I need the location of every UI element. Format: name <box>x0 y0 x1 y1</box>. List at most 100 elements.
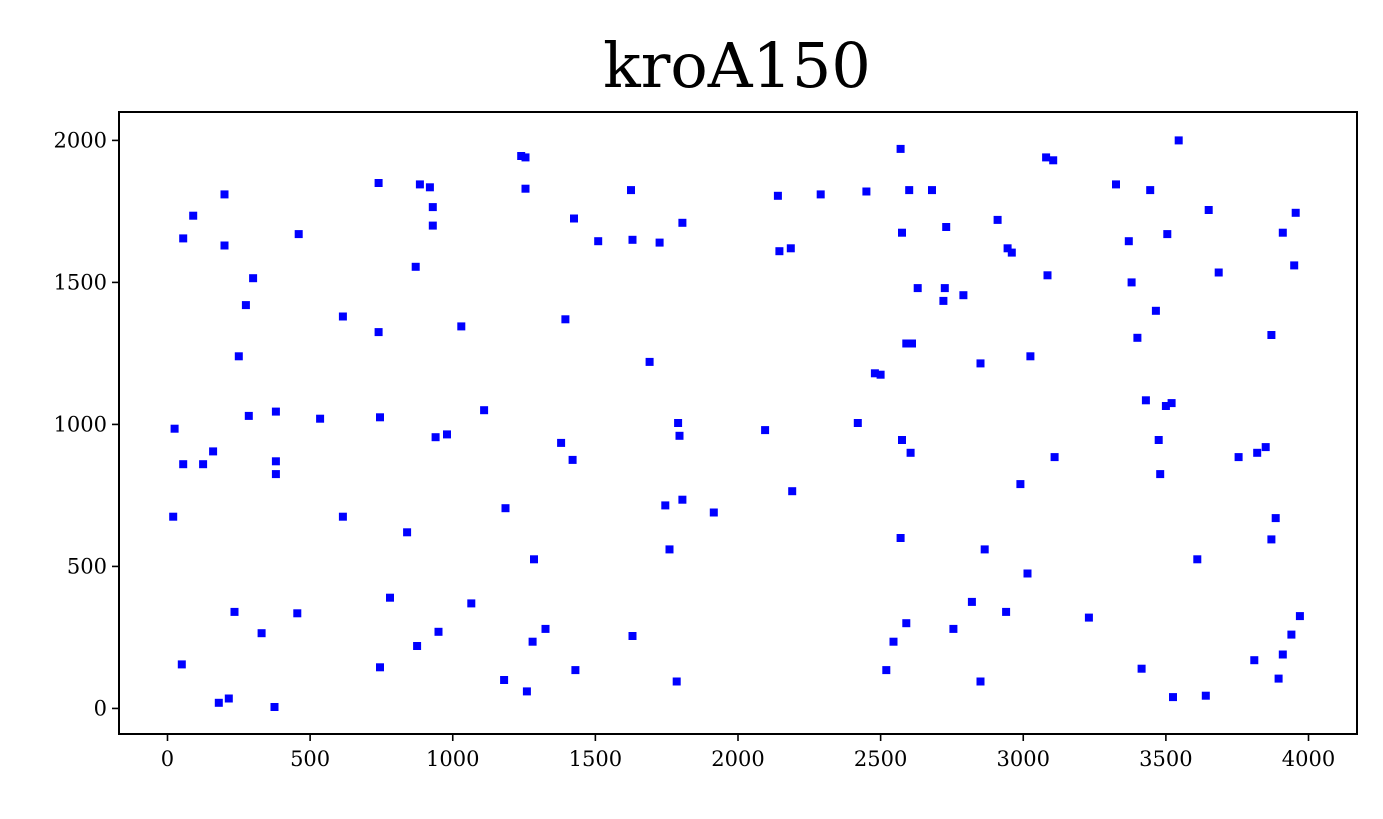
data-point <box>170 424 179 433</box>
data-point <box>431 433 440 442</box>
data-point <box>521 153 530 162</box>
data-point <box>500 676 509 684</box>
data-point <box>517 152 526 160</box>
data-point <box>1174 136 1183 145</box>
x-tick-label: 0 <box>161 747 174 771</box>
data-point <box>678 495 687 504</box>
data-point <box>241 301 250 310</box>
data-point <box>1295 612 1304 621</box>
data-point <box>541 624 550 633</box>
data-point <box>1146 186 1155 195</box>
data-point <box>1002 607 1011 616</box>
data-point <box>1154 436 1163 444</box>
data-point <box>570 214 578 223</box>
data-point <box>1214 268 1223 277</box>
y-tick-label: 500 <box>67 554 107 578</box>
data-point <box>443 430 451 439</box>
data-point <box>1151 306 1160 315</box>
data-point <box>374 328 383 337</box>
data-point <box>316 414 325 423</box>
data-point <box>199 460 208 469</box>
data-point <box>1261 443 1270 452</box>
y-axis: 0 500 1000 1500 2000 <box>54 128 119 720</box>
data-point <box>521 184 530 193</box>
data-point <box>1137 664 1146 673</box>
data-point <box>179 234 188 243</box>
data-point <box>374 179 383 187</box>
data-point <box>1201 691 1210 700</box>
data-point <box>1023 569 1032 578</box>
data-point <box>244 411 253 420</box>
data-point <box>905 186 914 195</box>
chart-title: kroA150 <box>603 29 871 102</box>
data-point <box>773 191 782 200</box>
data-point <box>411 262 420 271</box>
data-point <box>786 244 795 253</box>
data-point <box>876 370 885 379</box>
data-point <box>530 555 538 564</box>
data-point <box>1127 278 1136 287</box>
data-point <box>169 512 178 521</box>
data-point <box>655 238 664 247</box>
data-point <box>967 597 976 606</box>
data-point <box>1204 206 1213 214</box>
data-point <box>415 180 424 189</box>
data-point <box>234 352 243 361</box>
x-tick-label: 2500 <box>854 747 907 771</box>
data-point <box>908 339 916 348</box>
data-point <box>428 203 437 212</box>
data-point <box>386 593 394 602</box>
data-point <box>224 694 233 703</box>
data-points <box>169 136 1304 711</box>
data-point <box>665 545 674 554</box>
data-point <box>709 508 718 517</box>
data-point <box>628 632 637 640</box>
data-point <box>761 426 770 435</box>
data-point <box>1253 448 1262 457</box>
data-point <box>568 455 577 464</box>
data-point <box>293 609 302 618</box>
data-point <box>980 545 989 554</box>
data-point <box>1278 650 1287 659</box>
data-point <box>928 186 936 195</box>
x-tick-label: 500 <box>290 747 330 771</box>
data-point <box>1291 208 1300 217</box>
data-point <box>678 218 687 227</box>
data-point <box>271 407 280 416</box>
data-point <box>675 431 684 440</box>
data-point <box>1007 248 1016 257</box>
data-point <box>1112 180 1120 189</box>
data-point <box>882 666 891 675</box>
data-point <box>501 504 510 513</box>
data-point <box>628 235 637 244</box>
data-point <box>257 629 266 638</box>
x-tick-label: 1500 <box>569 747 622 771</box>
data-point <box>294 230 303 239</box>
data-point <box>1169 693 1177 702</box>
data-point <box>413 642 422 650</box>
data-point <box>1133 333 1142 342</box>
data-point <box>1050 453 1059 462</box>
data-point <box>816 190 825 199</box>
data-point <box>902 619 911 628</box>
data-point <box>271 457 280 466</box>
data-point <box>557 438 566 447</box>
data-point <box>661 501 670 510</box>
data-point <box>177 660 186 669</box>
data-point <box>522 687 531 696</box>
data-point <box>976 677 985 686</box>
data-point <box>1250 656 1259 665</box>
data-point <box>1043 271 1052 280</box>
data-point <box>889 637 898 646</box>
data-point <box>249 274 258 283</box>
data-point <box>1042 153 1051 162</box>
data-point <box>214 698 223 707</box>
data-point <box>1278 228 1287 237</box>
data-point <box>376 663 384 672</box>
data-point <box>942 223 951 231</box>
y-tick-label: 2000 <box>54 128 107 152</box>
x-tick-label: 2000 <box>711 747 764 771</box>
data-point <box>906 448 915 457</box>
data-point <box>913 284 922 293</box>
